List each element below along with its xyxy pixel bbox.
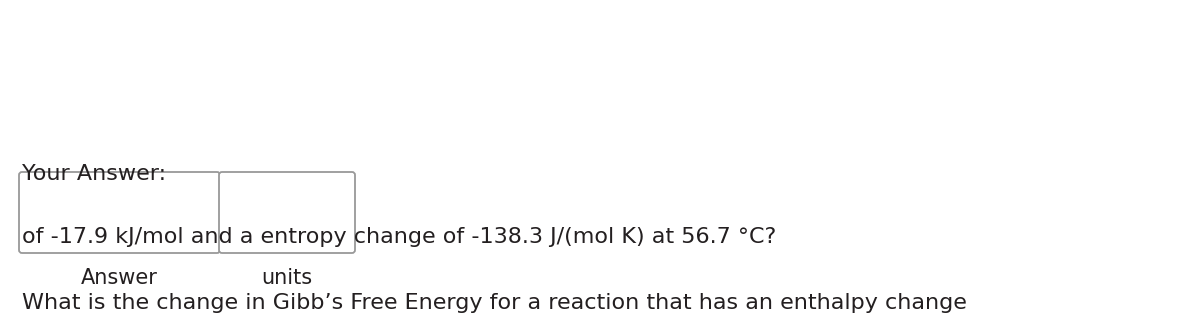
Text: What is the change in Gibb’s Free Energy for a reaction that has an enthalpy cha: What is the change in Gibb’s Free Energy…	[22, 293, 966, 313]
Text: units: units	[262, 268, 312, 288]
Text: Answer: Answer	[80, 268, 157, 288]
FancyBboxPatch shape	[19, 172, 220, 253]
Text: Your Answer:: Your Answer:	[22, 164, 166, 184]
Text: of -17.9 kJ/mol and a entropy change of -138.3 J/(mol K) at 56.7 °C?: of -17.9 kJ/mol and a entropy change of …	[22, 227, 776, 247]
FancyBboxPatch shape	[220, 172, 355, 253]
